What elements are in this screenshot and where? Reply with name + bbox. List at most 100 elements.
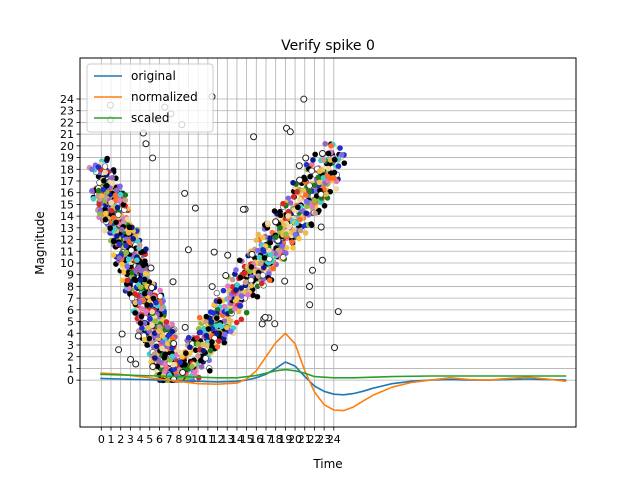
cloud-point: [146, 335, 153, 342]
cloud-point: [128, 247, 135, 254]
cloud-point: [259, 234, 266, 241]
cloud-point: [233, 319, 240, 326]
cloud-point: [189, 363, 195, 370]
cloud-point: [290, 179, 296, 186]
cloud-point: [182, 361, 188, 368]
cloud-point: [254, 293, 261, 300]
x-axis-label: Time: [312, 457, 342, 471]
legend-label: normalized: [131, 90, 198, 104]
cloud-point: [202, 355, 209, 362]
cloud-point: [162, 368, 168, 374]
cloud-point: [121, 219, 127, 226]
cloud-point: [95, 164, 102, 170]
cloud-point: [272, 234, 279, 241]
cloud-point: [157, 287, 163, 294]
cloud-point: [155, 328, 162, 334]
cloud-point: [243, 309, 250, 316]
cloud-point: [89, 188, 95, 194]
cloud-point: [248, 282, 254, 289]
cloud-point: [280, 200, 286, 207]
y-tick-label: 6: [67, 304, 74, 317]
outlier-point: [148, 284, 156, 292]
plot-frame: [79, 57, 577, 428]
x-tick-label: 24: [327, 433, 341, 446]
x-tick-label: 20: [288, 433, 302, 446]
cloud-point: [271, 208, 278, 214]
cloud-point: [143, 246, 149, 252]
cloud-point: [102, 216, 109, 223]
outlier-point: [179, 368, 187, 376]
outlier-point: [334, 308, 342, 316]
cloud-point: [217, 322, 223, 328]
cloud-point: [132, 310, 138, 316]
cloud-point: [96, 201, 102, 208]
cloud-point: [132, 299, 139, 306]
cloud-point: [215, 338, 222, 344]
cloud-point: [247, 277, 255, 284]
cloud-point: [224, 324, 230, 331]
x-tick-label: 23: [317, 433, 331, 446]
outlier-point: [331, 344, 339, 352]
cloud-point: [236, 257, 243, 264]
cloud-point: [285, 195, 292, 202]
cloud-point: [194, 335, 200, 341]
cloud-point: [256, 254, 263, 261]
cloud-point: [152, 355, 158, 361]
cloud-point: [141, 320, 148, 326]
outlier-point: [170, 339, 178, 347]
chart-title: Verify spike 0: [281, 38, 375, 54]
x-tick-label: 6: [156, 433, 163, 446]
y-tick-label: 9: [67, 269, 74, 282]
cloud-point: [126, 285, 132, 292]
cloud-point: [110, 252, 117, 258]
x-tick-label: 14: [230, 433, 244, 446]
x-tick-label: 11: [201, 433, 215, 446]
outlier-point: [222, 272, 230, 280]
outlier-point: [142, 140, 150, 148]
y-tick-label: 20: [60, 140, 74, 153]
cloud-point: [264, 220, 271, 226]
y-tick-label: 7: [67, 292, 74, 305]
legend-box: [86, 63, 214, 133]
cloud-point: [213, 330, 220, 336]
outlier-point: [281, 277, 289, 285]
x-tick-label: 16: [249, 433, 263, 446]
cloud-point: [124, 277, 131, 284]
x-tick-label: 13: [220, 433, 234, 446]
cloud-point: [222, 331, 228, 338]
cloud-point: [259, 272, 267, 279]
x-tick-label: 5: [146, 433, 153, 446]
y-tick-label: 8: [67, 280, 74, 293]
cloud-point: [335, 163, 342, 169]
cloud-point: [110, 238, 117, 245]
cloud-point: [307, 173, 313, 180]
cloud-point: [208, 343, 215, 350]
outlier-point: [318, 150, 326, 158]
outlier-point: [272, 218, 280, 226]
y-tick-label: 10: [60, 257, 74, 270]
cloud-point: [337, 145, 343, 151]
cloud-point: [214, 315, 220, 321]
cloud-point: [203, 318, 209, 325]
cloud-point: [196, 314, 203, 321]
cloud-point: [213, 290, 220, 297]
cloud-point: [281, 222, 287, 229]
y-axis-label: Magnitude: [33, 211, 47, 275]
cloud-point: [306, 188, 313, 195]
cloud-point: [261, 264, 267, 271]
cloud-point: [247, 268, 253, 275]
cloud-point: [119, 277, 126, 284]
cloud-point: [122, 197, 129, 204]
cloud-point: [338, 151, 345, 158]
cloud-point: [266, 235, 273, 241]
cloud-point: [113, 219, 119, 226]
cloud-point: [203, 332, 210, 339]
outlier-point: [261, 313, 269, 321]
outlier-point: [306, 301, 314, 309]
cloud-point: [119, 261, 125, 268]
cloud-point: [153, 343, 160, 350]
cloud-point: [297, 227, 304, 234]
cloud-point: [303, 210, 310, 217]
